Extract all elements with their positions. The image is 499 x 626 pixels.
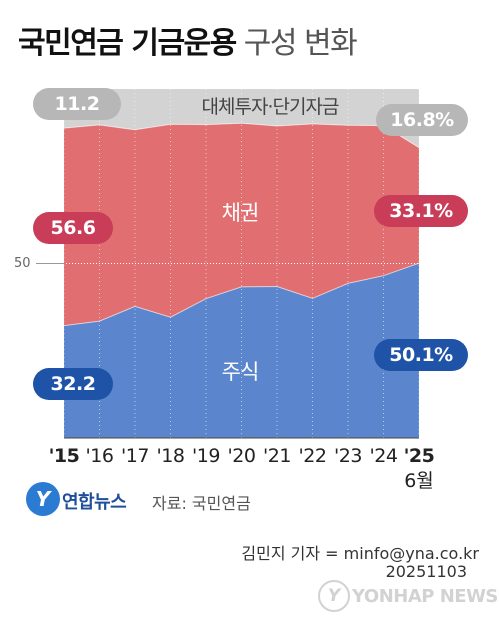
x-tick-label: '24 [369,445,398,467]
watermark-text: YONHAP NEWS [352,586,498,607]
series-label-alternative: 대체투자·단기자금 [201,96,340,118]
area-stocks [64,263,419,438]
start-value-stocks: 32.2 [33,368,113,400]
watermark-icon: Y [318,580,350,612]
series-label-stocks: 주식 [221,360,260,384]
end-value-alternative: 16.8% [376,104,468,136]
yonhap-logo-icon: Y [26,482,60,516]
boundary-line-0 [63,262,420,327]
title-bold: 국민연금 기금운용 [18,26,237,61]
x-tick-label: '17 [121,445,149,467]
area-bonds [64,123,419,326]
x-tick-label: '22 [298,445,327,467]
boundary-line-1 [63,122,420,149]
end-value-stocks: 50.1% [374,339,468,371]
reference-line-label: 50 [14,256,31,271]
x-tick-label: '16 [85,445,114,467]
end-value-bonds: 33.1% [374,195,468,227]
x-tick-label: '21 [263,445,291,467]
x-tick-label: '18 [156,445,185,467]
start-value-alternative: 11.2 [33,88,121,120]
x-tick-label: '20 [227,445,256,467]
x-tick-label: '15 [48,445,80,467]
start-value-bonds: 56.6 [33,212,113,244]
x-tick-sub-label: 6월 [404,470,434,492]
area-alternative [64,89,419,148]
source-note: 자료: 국민연금 [152,494,251,513]
title-light: 구성 변화 [243,26,358,61]
reporter-credit: 김민지 기자 = minfo@yna.co.kr [241,544,479,563]
series-label-bonds: 채권 [221,201,260,225]
agency-name: 연합뉴스 [62,492,127,513]
x-tick-label: '23 [334,445,362,467]
x-tick-label: '19 [192,445,220,467]
x-tick-label: '25 [403,445,435,467]
publish-date: 20251103 [385,562,467,581]
chart-title: 국민연금 기금운용 구성 변화 [18,18,358,62]
